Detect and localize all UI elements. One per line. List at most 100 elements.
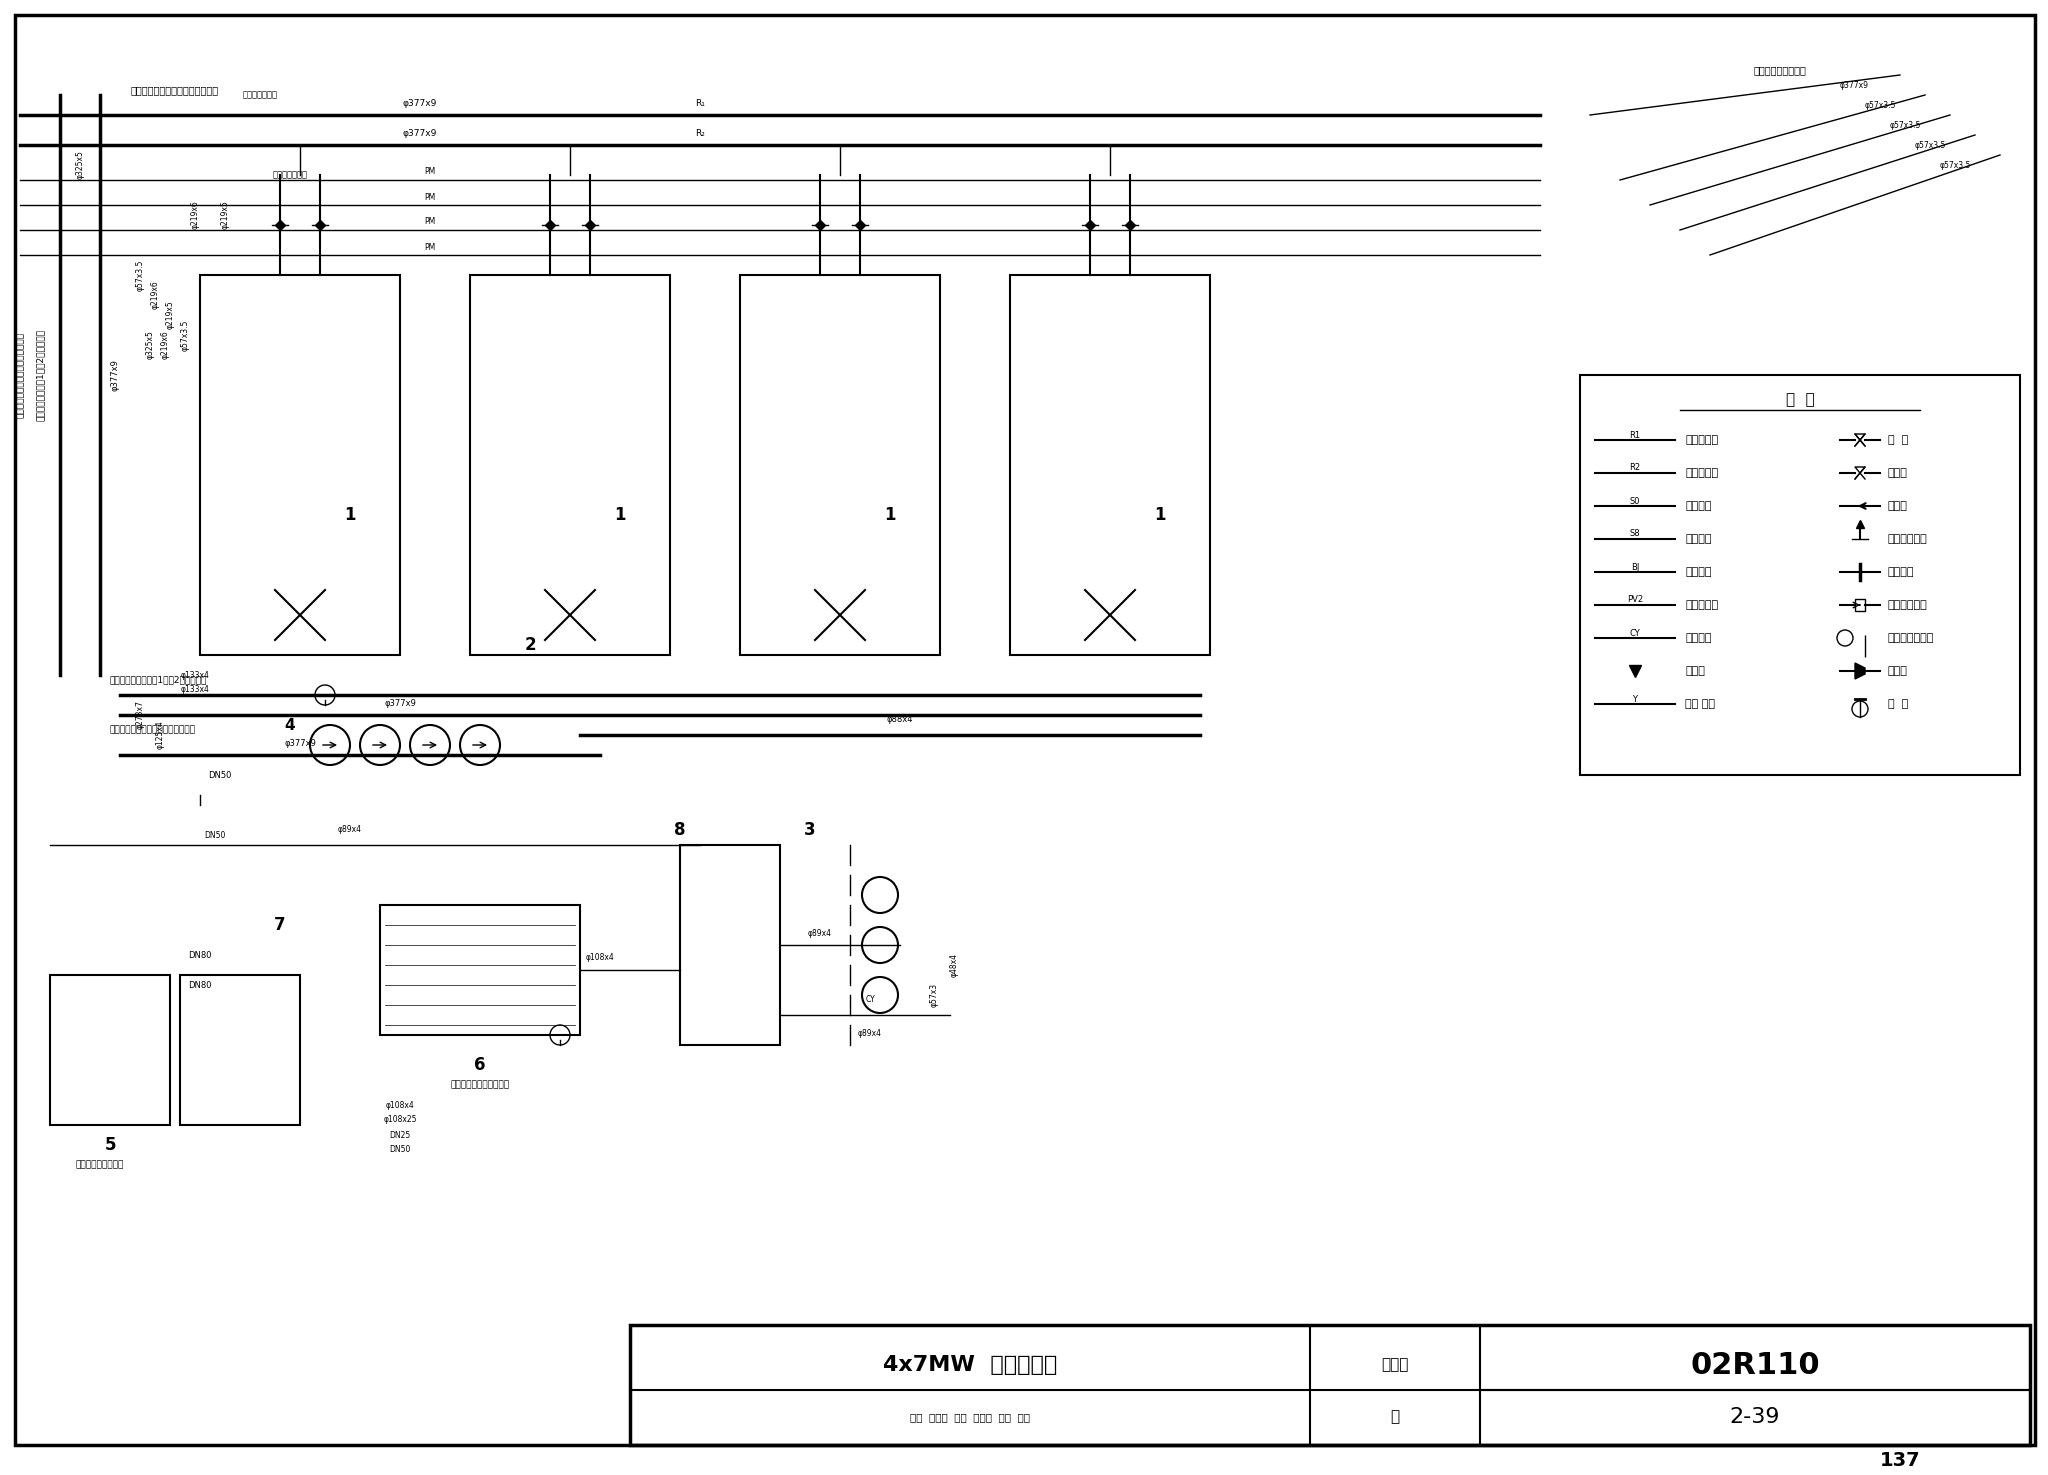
Text: 02R110: 02R110 [1690, 1351, 1821, 1379]
Bar [1579, 375, 2019, 774]
Text: 一次热网回水管来自东，西热交换站: 一次热网回水管来自东，西热交换站 [16, 332, 25, 417]
Text: 一次热网供水管去东，西热交换站: 一次热网供水管去东，西热交换站 [131, 86, 219, 94]
Text: φ377x9: φ377x9 [403, 128, 436, 137]
Text: BJ: BJ [1630, 562, 1638, 571]
Text: φ57x3.5: φ57x3.5 [1915, 140, 1946, 149]
Text: 4x7MW  热力系统图: 4x7MW 热力系统图 [883, 1356, 1057, 1375]
Text: φ88x4: φ88x4 [887, 715, 913, 724]
Text: 页: 页 [1391, 1410, 1399, 1425]
Text: 1: 1 [1155, 506, 1165, 524]
Text: 8: 8 [674, 822, 686, 839]
Text: 流量孔板: 流量孔板 [1888, 566, 1915, 577]
Text: φ57x3.5: φ57x3.5 [180, 319, 190, 351]
Bar [739, 274, 940, 655]
Text: 图集号: 图集号 [1380, 1357, 1409, 1373]
Text: 止回阀: 止回阀 [1888, 502, 1909, 510]
Text: 自来水管接水道专业: 自来水管接水道专业 [76, 1161, 125, 1170]
Text: φ325x5: φ325x5 [76, 150, 84, 180]
Bar [201, 274, 399, 655]
Text: φ133x4: φ133x4 [180, 671, 209, 680]
Text: DN25: DN25 [389, 1130, 412, 1140]
Text: 热网供水管: 热网供水管 [1686, 435, 1718, 445]
Bar [680, 845, 780, 1044]
Text: φ57x3.5: φ57x3.5 [1939, 161, 1972, 170]
Text: PM: PM [424, 242, 436, 252]
Text: R₁: R₁ [694, 99, 705, 108]
Bar [49, 975, 170, 1125]
Text: 旋翼式流量计: 旋翼式流量计 [1888, 600, 1927, 611]
Text: φ377x9: φ377x9 [1839, 81, 1870, 90]
Text: φ377x9: φ377x9 [285, 739, 315, 748]
Text: DN50: DN50 [209, 770, 231, 779]
Text: 自来水管: 自来水管 [1686, 502, 1712, 510]
Text: 地  漏: 地 漏 [1888, 699, 1909, 709]
Text: 补给水管: 补给水管 [1686, 566, 1712, 577]
Bar [381, 906, 580, 1035]
Text: R2: R2 [1630, 463, 1640, 472]
Text: φ89x4: φ89x4 [338, 826, 362, 835]
Text: PV2: PV2 [1626, 596, 1642, 605]
Text: DN80: DN80 [188, 981, 211, 990]
Text: 3: 3 [805, 822, 815, 839]
Text: φ219x5: φ219x5 [166, 301, 174, 329]
Text: 压力表，温度计: 压力表，温度计 [1888, 633, 1935, 643]
Text: 1: 1 [344, 506, 356, 524]
Polygon shape [1855, 662, 1866, 678]
Text: 接至室外安全处: 接至室外安全处 [242, 90, 276, 99]
Text: Y: Y [1632, 695, 1638, 704]
Text: 闸  阀: 闸 阀 [1888, 435, 1909, 445]
Text: 软化水管去二次网补水泵: 软化水管去二次网补水泵 [451, 1081, 510, 1090]
Text: φ219x5: φ219x5 [221, 201, 229, 230]
Text: φ377x9: φ377x9 [111, 358, 119, 391]
Bar [180, 975, 299, 1125]
Text: φ377x9: φ377x9 [385, 699, 416, 708]
Text: R₂: R₂ [694, 128, 705, 137]
Text: S0: S0 [1630, 497, 1640, 506]
Text: PM: PM [424, 217, 436, 227]
Text: φ219x6: φ219x6 [150, 280, 160, 310]
Text: φ108x25: φ108x25 [383, 1115, 416, 1124]
Text: 1: 1 [614, 506, 627, 524]
Text: 堵头 漏斗: 堵头 漏斗 [1686, 699, 1714, 709]
Text: φ57x3: φ57x3 [930, 982, 938, 1007]
Text: φ133x4: φ133x4 [180, 686, 209, 695]
Text: φ108x4: φ108x4 [385, 1100, 414, 1109]
Bar [469, 274, 670, 655]
Text: 弹簧式安全阀: 弹簧式安全阀 [1888, 534, 1927, 544]
Text: R1: R1 [1630, 431, 1640, 440]
Text: φ377x9: φ377x9 [403, 99, 436, 108]
Text: 图  例: 图 例 [1786, 392, 1815, 407]
Text: φ48x4: φ48x4 [950, 953, 958, 976]
Text: 2-39: 2-39 [1731, 1407, 1780, 1426]
Text: 1: 1 [885, 506, 895, 524]
Text: φ57x3.5: φ57x3.5 [135, 260, 145, 291]
Text: DN50: DN50 [205, 830, 225, 839]
Text: 接至室外安全处: 接至室外安全处 [272, 171, 307, 180]
Bar [1855, 599, 1866, 611]
Text: 6: 6 [475, 1056, 485, 1074]
Text: φ325x5: φ325x5 [145, 330, 154, 360]
Text: 一次热网回水管来自1号，2号热交换站: 一次热网回水管来自1号，2号热交换站 [111, 676, 207, 684]
Text: 除氧水管: 除氧水管 [1686, 633, 1712, 643]
Text: 定期排污管: 定期排污管 [1686, 600, 1718, 611]
Text: DN50: DN50 [389, 1146, 412, 1155]
Text: φ219x6: φ219x6 [190, 201, 199, 230]
Bar [631, 1325, 2030, 1446]
Text: 4: 4 [285, 717, 295, 733]
Text: 一次热网供水管去1号，2号热交换站: 一次热网供水管去1号，2号热交换站 [35, 329, 45, 420]
Text: PM: PM [424, 193, 436, 202]
Text: 137: 137 [1880, 1450, 1921, 1469]
Text: φ89x4: φ89x4 [858, 1028, 883, 1037]
Text: φ57x3.5: φ57x3.5 [1890, 121, 1921, 130]
Text: 审核  国其重  校对  季秀拈  设计  李宝: 审核 国其重 校对 季秀拈 设计 李宝 [909, 1412, 1030, 1422]
Text: 软化水管: 软化水管 [1686, 534, 1712, 544]
Text: 接至室外排污降温池: 接至室外排污降温池 [1753, 65, 1806, 75]
Text: φ125x4: φ125x4 [156, 721, 164, 749]
Text: PM: PM [424, 168, 436, 177]
Text: φ219x6: φ219x6 [160, 330, 170, 360]
Text: CY: CY [864, 996, 874, 1004]
Text: 热网回水管: 热网回水管 [1686, 468, 1718, 478]
Text: DN80: DN80 [188, 950, 211, 960]
Text: 5: 5 [104, 1136, 117, 1153]
Text: φ108x4: φ108x4 [586, 953, 614, 963]
